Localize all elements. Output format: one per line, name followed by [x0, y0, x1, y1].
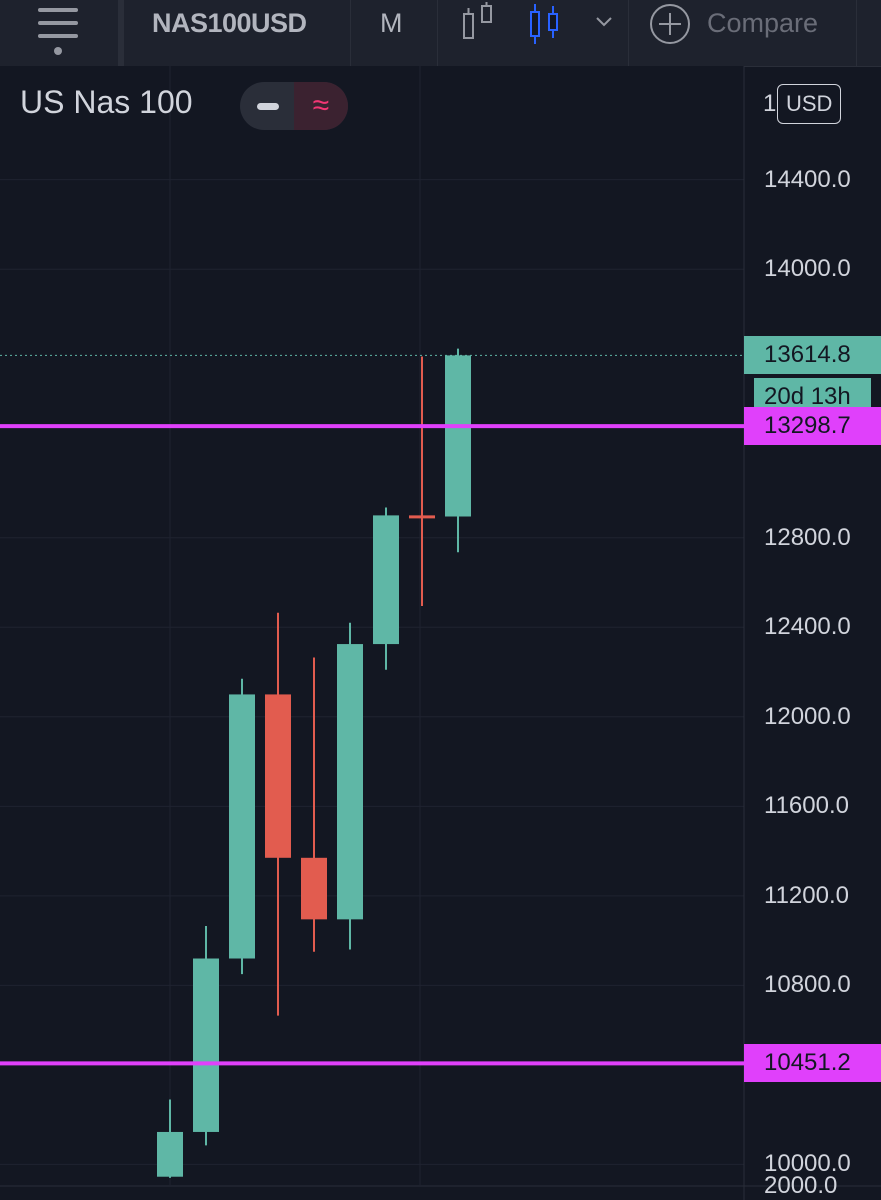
compare-button[interactable]: Compare	[707, 8, 819, 38]
hamburger-menu-icon[interactable]	[36, 6, 82, 58]
candle-body	[337, 644, 363, 920]
top-toolbar: NAS100USD M Compare	[0, 0, 881, 67]
price-axis-tick-label: 12800.0	[764, 523, 851, 551]
candle-body	[193, 958, 219, 1132]
symbol-search-button[interactable]: NAS100USD	[152, 8, 307, 38]
last-price-tag: 13614.8	[744, 336, 881, 375]
chevron-down-icon[interactable]	[594, 14, 614, 30]
bar-style-icon[interactable]	[460, 2, 500, 46]
price-axis-tick-label: 11200.0	[764, 881, 849, 909]
candle-body	[265, 694, 291, 858]
wave-indicator-icon[interactable]: ≈	[294, 82, 348, 130]
currency-badge[interactable]: USD	[777, 84, 842, 124]
price-axis-tick-label: 14000.0	[764, 255, 851, 283]
legend-symbol-title: US Nas 100	[20, 84, 193, 120]
candles-style-icon[interactable]	[526, 2, 566, 46]
candle-body	[229, 694, 255, 959]
horizontal-level-tag[interactable]: 13298.7	[744, 407, 881, 446]
price-axis-top-label: 1	[763, 90, 777, 117]
price-axis-tick-label: 14400.0	[764, 165, 851, 193]
horizontal-level-tag[interactable]: 10451.2	[744, 1044, 881, 1083]
price-axis-tick-label: 12000.0	[764, 702, 851, 730]
price-axis-bottom-label: 2000.0	[764, 1172, 838, 1199]
candle-body	[157, 1131, 183, 1177]
interval-button[interactable]: M	[380, 8, 403, 38]
plot-area	[0, 66, 744, 1185]
minus-icon[interactable]	[240, 82, 294, 130]
candle-body	[301, 857, 327, 920]
candle-body	[445, 355, 471, 517]
price-axis-tick-label: 10800.0	[764, 971, 851, 999]
plus-circle-icon[interactable]	[648, 2, 692, 46]
price-axis-tick-label: 10000.0	[764, 1150, 851, 1178]
candle-body	[409, 515, 435, 519]
candle-body	[373, 515, 399, 645]
price-axis-tick-label: 11600.0	[764, 792, 849, 820]
legend-indicator-pill[interactable]: ≈	[240, 82, 348, 130]
price-axis-tick-label: 12400.0	[764, 613, 851, 641]
